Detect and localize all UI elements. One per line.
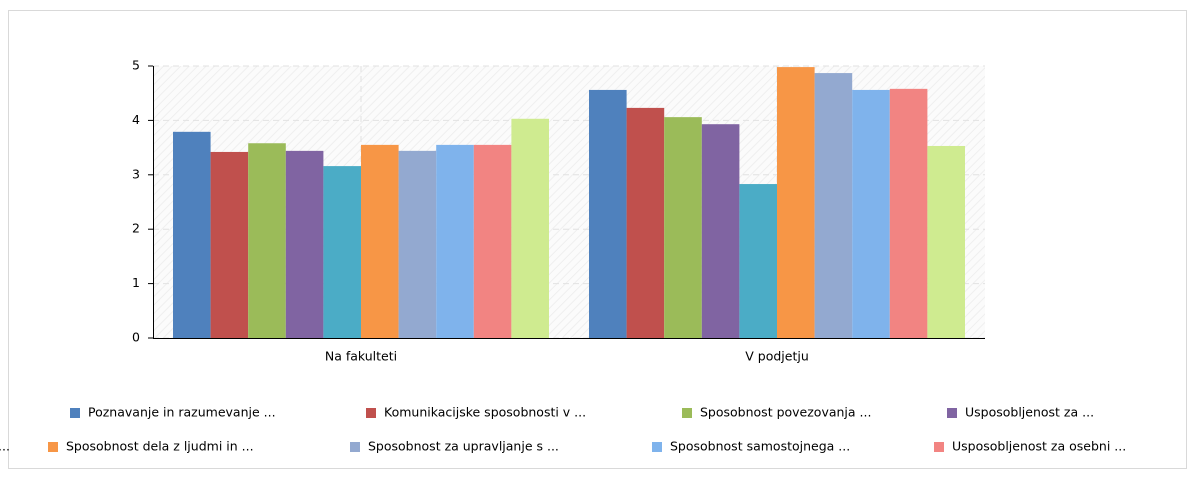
bar bbox=[777, 67, 815, 338]
legend-label: Komunikacijske sposobnosti v ... bbox=[384, 405, 586, 420]
bar bbox=[473, 144, 512, 338]
bar bbox=[664, 117, 702, 338]
y-tick-label: 1 bbox=[132, 275, 140, 290]
bar bbox=[739, 184, 777, 338]
legend-label: Sposobnost samostojnega ... bbox=[670, 439, 850, 454]
bar bbox=[589, 89, 627, 338]
bar bbox=[511, 118, 549, 338]
legend-label: Usposobljenost za osebni ... bbox=[952, 439, 1126, 454]
y-tick-label: 0 bbox=[132, 330, 140, 345]
x-tick-label: V podjetju bbox=[745, 349, 809, 364]
legend-swatch bbox=[48, 442, 58, 452]
legend-swatch bbox=[947, 408, 957, 418]
bar bbox=[436, 144, 474, 338]
bar bbox=[889, 88, 928, 339]
y-tick-label: 5 bbox=[132, 58, 140, 73]
legend-swatch bbox=[350, 442, 360, 452]
bar bbox=[210, 151, 249, 338]
legend-swatch bbox=[652, 442, 662, 452]
legend-swatch bbox=[366, 408, 376, 418]
bar bbox=[814, 73, 853, 339]
bar bbox=[852, 89, 890, 338]
y-tick-label: 2 bbox=[132, 221, 140, 236]
bar bbox=[323, 166, 361, 338]
legend-swatch bbox=[934, 442, 944, 452]
bar bbox=[361, 144, 399, 338]
bar bbox=[701, 124, 740, 338]
y-tick-label: 4 bbox=[132, 112, 140, 127]
legend-label: Poznavanje in razumevanje ... bbox=[88, 405, 276, 420]
x-tick-label: Na fakulteti bbox=[325, 349, 397, 364]
legend-swatch bbox=[70, 408, 80, 418]
bar bbox=[927, 145, 965, 338]
frame bbox=[8, 10, 1187, 469]
legend-label: Sposobnost dela z ljudmi in ... bbox=[66, 439, 254, 454]
bar bbox=[285, 150, 324, 338]
legend-label: ... bbox=[0, 439, 10, 454]
legend-label: Usposobljenost za ... bbox=[965, 405, 1094, 420]
legend-label: Sposobnost povezovanja ... bbox=[700, 405, 871, 420]
y-tick-label: 3 bbox=[132, 166, 140, 181]
bar bbox=[626, 107, 665, 338]
bar bbox=[173, 131, 211, 338]
bar bbox=[398, 150, 437, 338]
legend-label: Sposobnost za upravljanje s ... bbox=[368, 439, 559, 454]
legend-swatch bbox=[682, 408, 692, 418]
bar bbox=[248, 143, 286, 338]
